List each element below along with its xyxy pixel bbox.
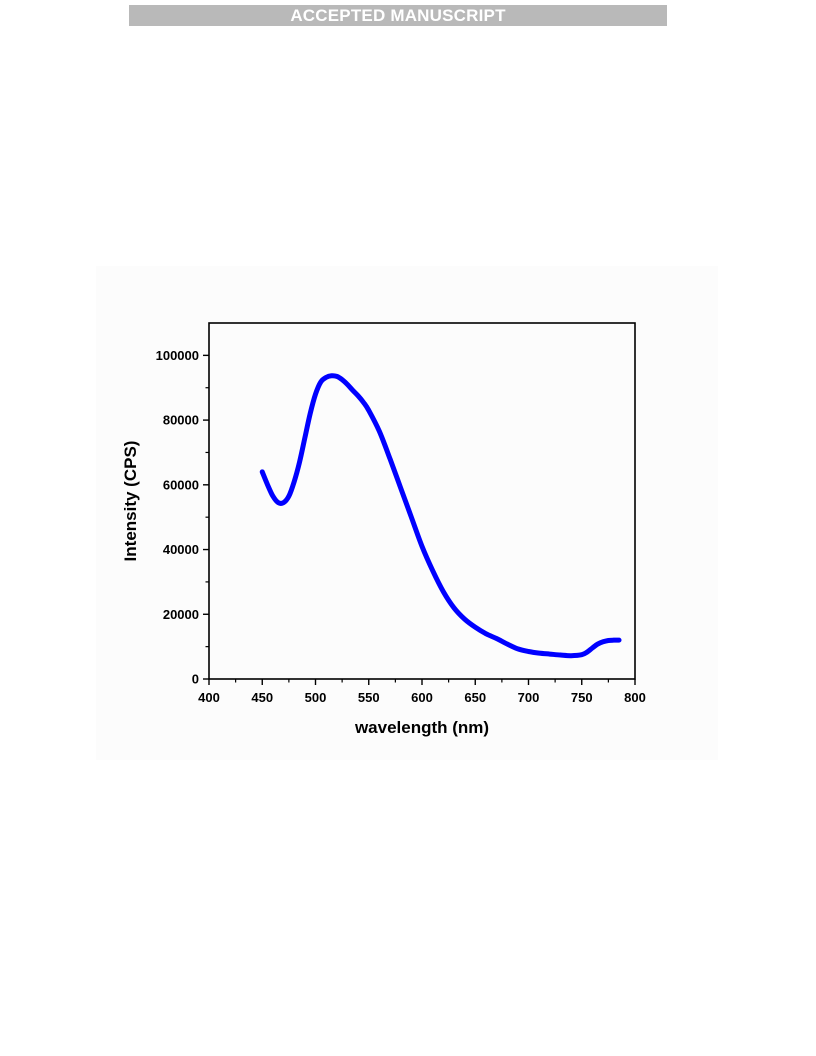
y-tick-label: 0 <box>192 672 199 687</box>
axis-ticks <box>203 354 636 685</box>
x-tick-label: 700 <box>518 690 540 705</box>
figure-panel: 400 450 500 550 600 650 700 750 800 0 20000 40000 6… <box>96 266 718 760</box>
y-axis-label: Intensity (CPS) <box>121 441 140 562</box>
intensity-chart: 400 450 500 550 600 650 700 750 800 0 20000 40000 6… <box>121 322 646 737</box>
y-tick-label: 60000 <box>163 477 199 492</box>
plot-frame <box>208 322 636 680</box>
y-tick-label: 20000 <box>163 607 199 622</box>
x-tick-labels: 400 450 500 550 600 650 700 750 800 <box>198 690 646 705</box>
x-tick-label: 450 <box>251 690 273 705</box>
y-tick-label: 80000 <box>163 413 199 428</box>
intensity-series-line <box>259 373 622 659</box>
x-tick-label: 600 <box>411 690 433 705</box>
accepted-manuscript-banner: ACCEPTED MANUSCRIPT <box>129 5 667 26</box>
x-tick-label: 650 <box>464 690 486 705</box>
x-tick-label: 550 <box>358 690 380 705</box>
x-axis-label: wavelength (nm) <box>354 718 489 737</box>
x-tick-label: 500 <box>305 690 327 705</box>
y-tick-labels: 0 20000 40000 60000 80000 100000 <box>156 348 199 687</box>
x-tick-label: 800 <box>624 690 646 705</box>
x-tick-label: 400 <box>198 690 220 705</box>
x-tick-label: 750 <box>571 690 593 705</box>
y-tick-label: 40000 <box>163 542 199 557</box>
y-tick-label: 100000 <box>156 348 199 363</box>
